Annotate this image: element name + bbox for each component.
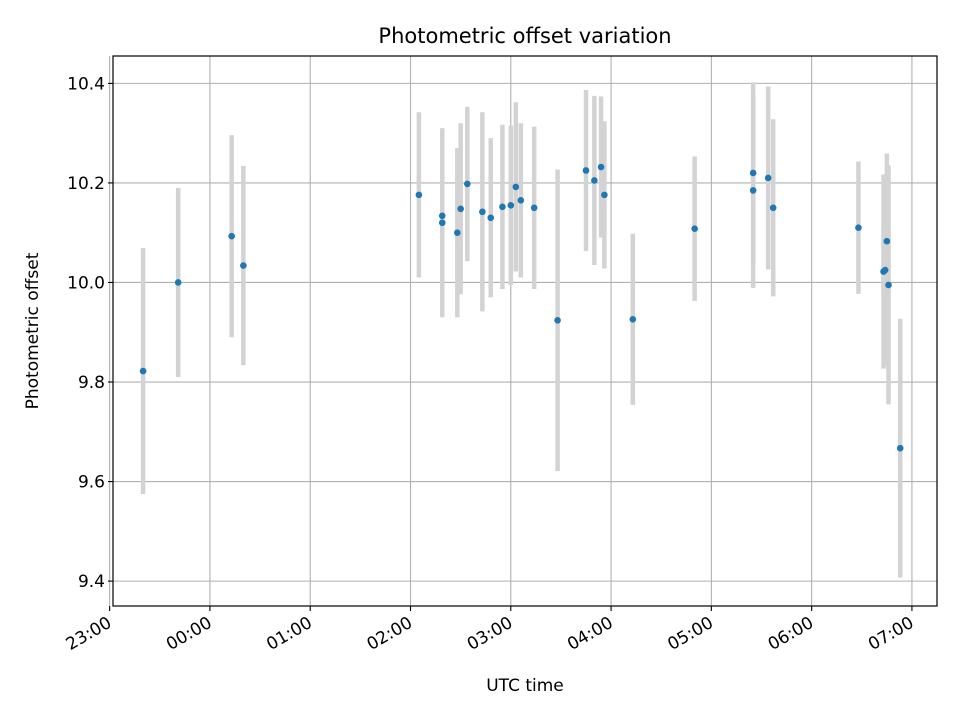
- x-axis-label: UTC time: [486, 676, 564, 696]
- data-point: [139, 367, 147, 375]
- data-point: [512, 183, 520, 191]
- data-point: [438, 212, 446, 220]
- data-point: [438, 219, 446, 227]
- data-point: [240, 262, 247, 269]
- data-point: [691, 225, 698, 233]
- data-point: [885, 281, 892, 289]
- y-tick-label: 10.2: [67, 174, 105, 194]
- data-point: [601, 191, 608, 199]
- data-points: [139, 163, 904, 452]
- data-point: [415, 191, 423, 199]
- data-point: [749, 187, 757, 194]
- data-point: [769, 204, 777, 212]
- data-point: [454, 229, 461, 236]
- y-tick-label: 9.8: [78, 373, 105, 393]
- grid-lines: [109, 56, 937, 606]
- y-tick-label: 10.4: [67, 74, 105, 94]
- y-axis-label: Photometric offset: [23, 252, 43, 409]
- chart-title: Photometric offset variation: [378, 24, 671, 48]
- data-point: [228, 232, 235, 240]
- data-point: [554, 316, 561, 324]
- data-point: [582, 167, 590, 174]
- data-point: [749, 169, 757, 177]
- data-point: [881, 266, 889, 274]
- data-point: [764, 174, 772, 182]
- data-point: [883, 237, 891, 245]
- y-tick-label: 10.0: [67, 273, 105, 293]
- data-point: [499, 203, 506, 211]
- data-point: [530, 204, 538, 212]
- data-point: [479, 208, 486, 216]
- data-point: [591, 177, 598, 184]
- y-tick-label: 9.6: [78, 473, 105, 493]
- data-point: [597, 163, 605, 171]
- data-point: [457, 205, 464, 213]
- data-point: [507, 202, 515, 209]
- y-tick-label: 9.4: [78, 572, 105, 592]
- data-point: [896, 444, 904, 452]
- data-point: [855, 224, 862, 232]
- data-point: [174, 279, 182, 286]
- data-point: [517, 197, 525, 204]
- data-point: [629, 316, 637, 323]
- data-point: [487, 214, 495, 222]
- data-point: [464, 180, 471, 188]
- plot-area-frame: [112, 55, 938, 607]
